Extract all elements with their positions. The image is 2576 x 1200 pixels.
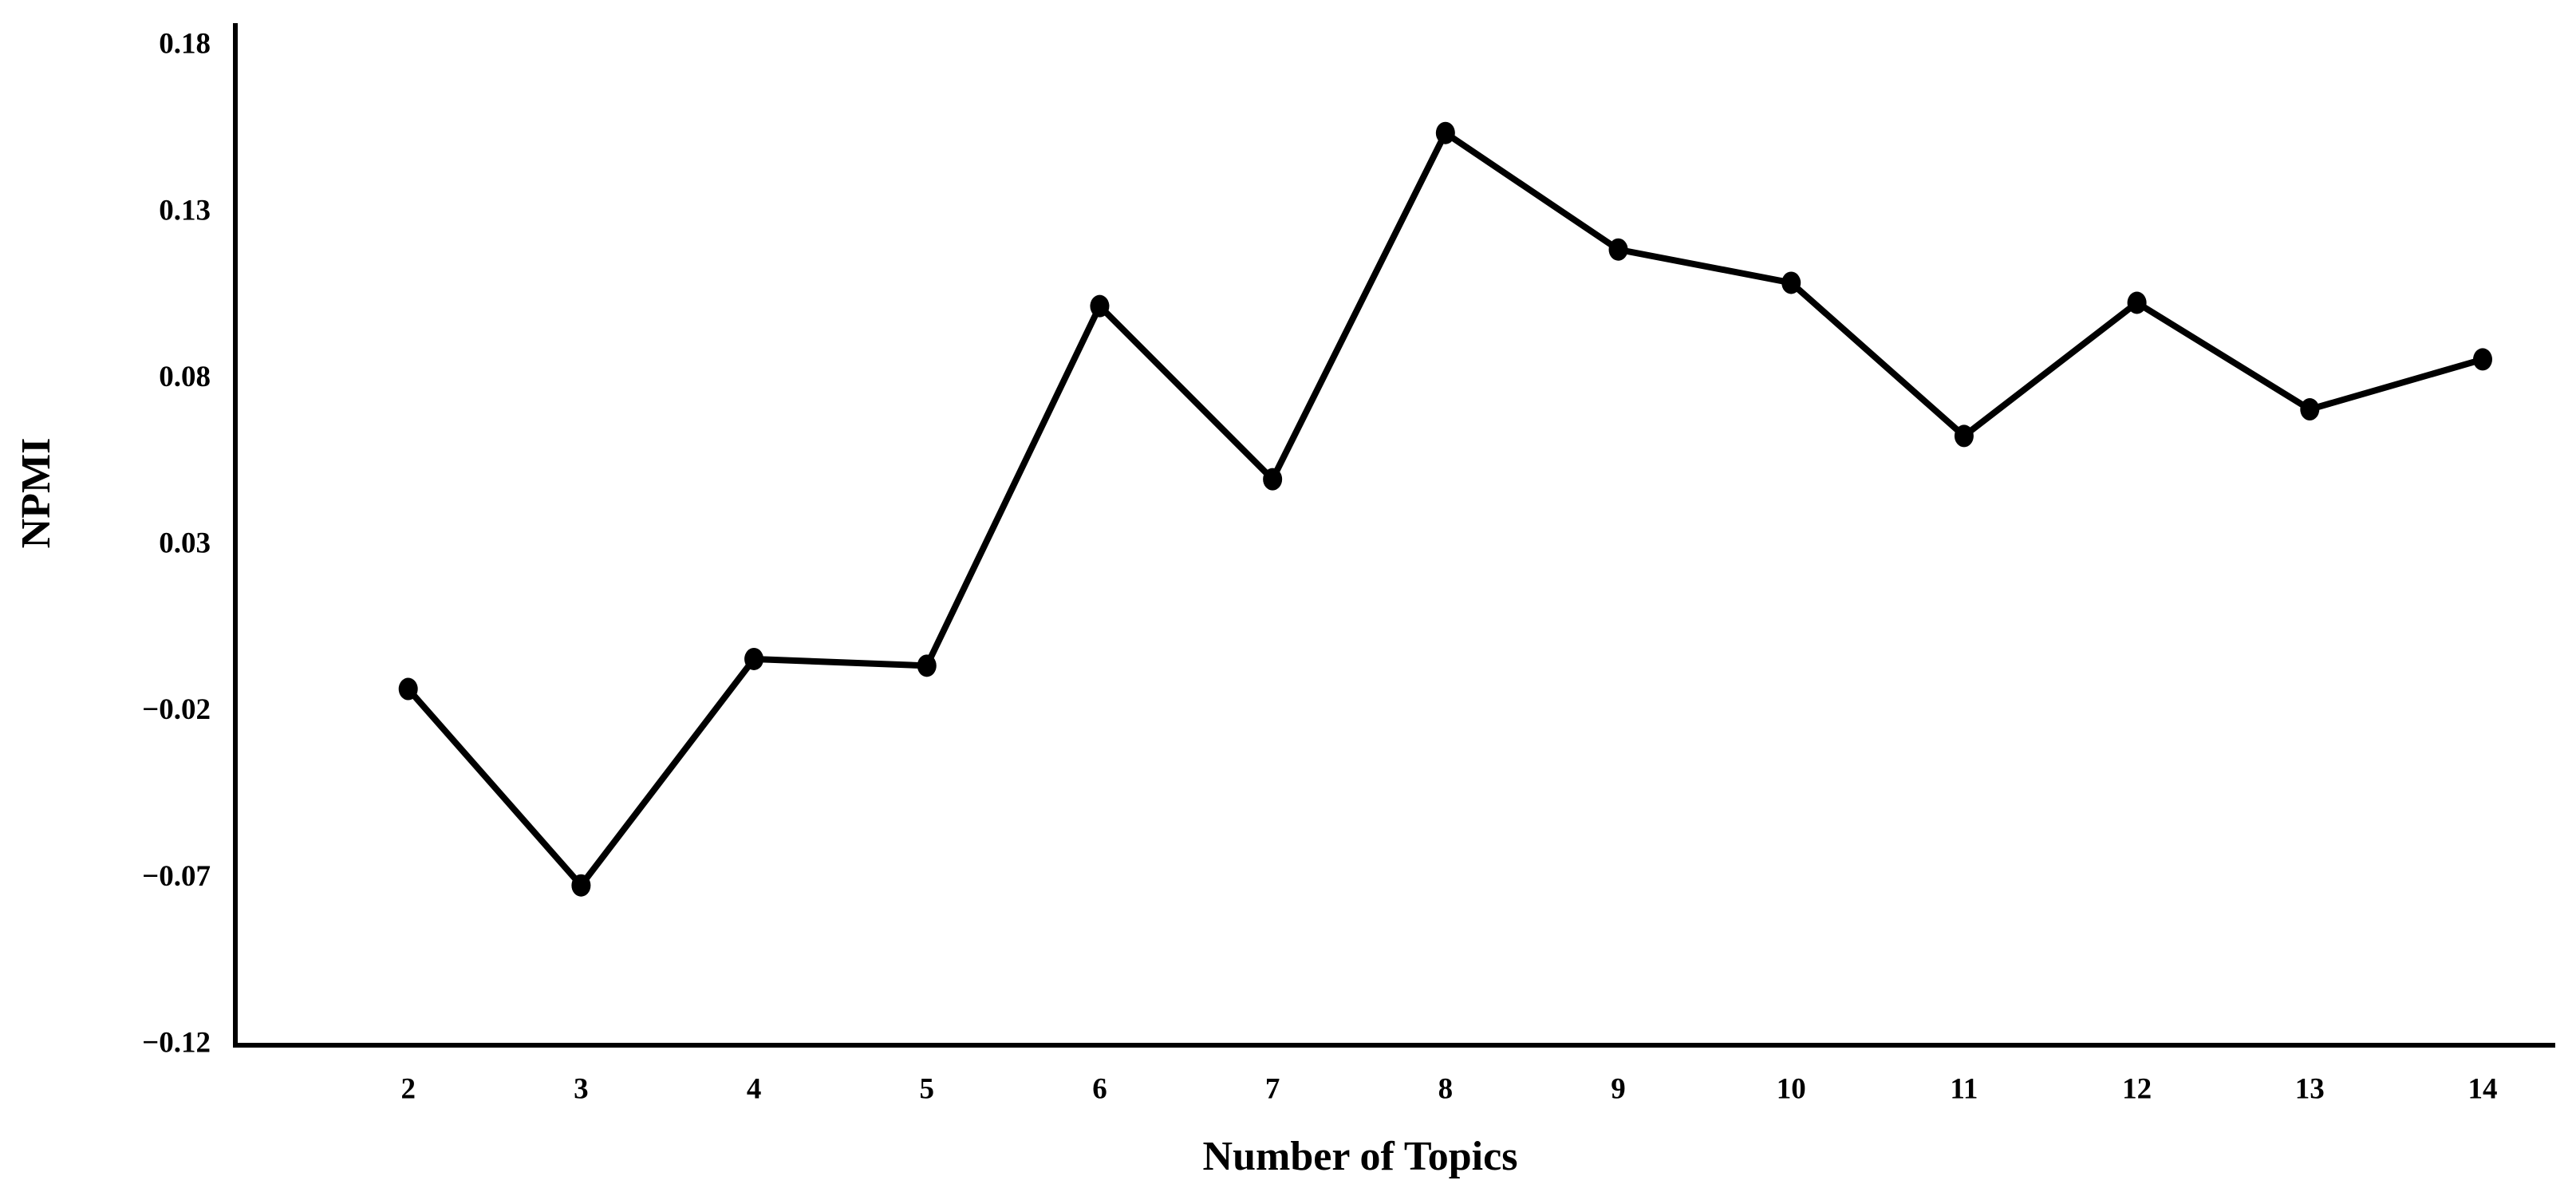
data-point — [1781, 271, 1801, 294]
x-tick-label: 6 — [1092, 1072, 1107, 1105]
data-line — [405, 129, 2484, 889]
x-axis-title: Number of Topics — [1203, 1134, 1518, 1179]
y-axis-title: NPMI — [14, 438, 59, 549]
data-point — [1954, 424, 1974, 448]
x-tick-label: 11 — [1950, 1072, 1978, 1105]
data-point — [398, 677, 418, 701]
data-point — [2127, 291, 2147, 314]
y-tick-label: −0.07 — [142, 860, 211, 893]
data-point — [2300, 398, 2320, 421]
x-tick-label: 9 — [1611, 1072, 1626, 1105]
data-point — [1435, 121, 1455, 144]
x-tick-label: 7 — [1265, 1072, 1280, 1105]
data-point — [1263, 468, 1283, 491]
y-tick-label: 0.03 — [159, 527, 211, 560]
y-tick-label: −0.12 — [142, 1026, 211, 1059]
x-tick-label: 12 — [2122, 1072, 2152, 1105]
x-tick-label: 13 — [2295, 1072, 2325, 1105]
x-tick-label: 8 — [1438, 1072, 1454, 1105]
x-tick-label: 10 — [1777, 1072, 1806, 1105]
y-tick-label: −0.02 — [142, 693, 211, 726]
y-tick-label: 0.13 — [159, 194, 211, 227]
data-point — [744, 647, 764, 670]
data-point — [1608, 238, 1628, 261]
data-point — [2472, 348, 2492, 371]
x-tick-label: 4 — [747, 1072, 762, 1105]
y-tick-label: 0.18 — [159, 28, 211, 61]
x-tick-label: 3 — [574, 1072, 589, 1105]
y-tick-label: 0.08 — [159, 361, 211, 393]
data-point — [571, 874, 591, 897]
data-point — [917, 654, 937, 677]
x-tick-label: 5 — [920, 1072, 935, 1105]
data-point — [1090, 294, 1110, 318]
x-tick-label: 2 — [400, 1072, 416, 1105]
x-tick-label: 14 — [2468, 1072, 2497, 1105]
